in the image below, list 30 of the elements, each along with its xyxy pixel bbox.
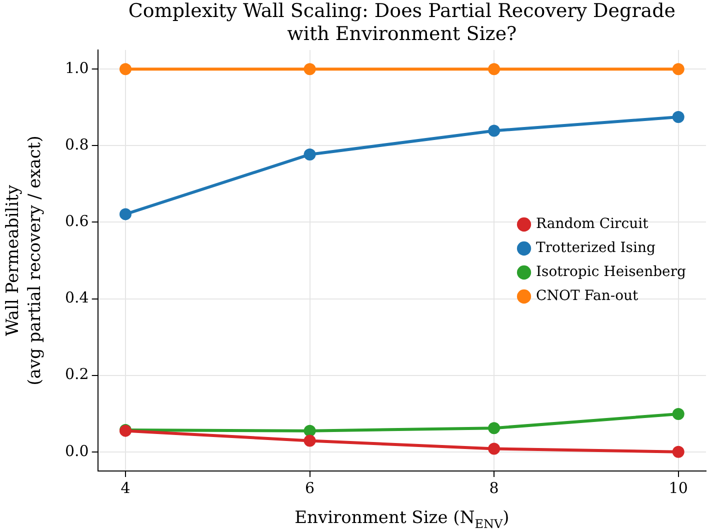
point [672,63,684,76]
point [672,110,684,123]
point [120,208,132,220]
point [304,63,316,76]
chart-title: Complexity Wall Scaling: Does Partial Recovery Degrade with Environment Size? [128,0,676,45]
point [488,422,500,434]
legend-label: Random Circuit [536,216,649,232]
y-tick-label: 1.0 [64,59,89,78]
point [488,442,500,455]
point [672,446,684,458]
point [120,63,132,76]
y-tick-label: 0.6 [64,212,89,230]
point [304,148,316,160]
point [304,434,316,447]
x-tick-label: 6 [305,478,315,497]
legend-label: CNOT Fan-out [536,288,639,304]
point [672,408,684,420]
x-tick-label: 4 [120,478,130,497]
y-axis-title: Wall Permeability (avg partial recovery / exact) [2,136,45,386]
legend-label: Isotropic Heisenberg [536,264,686,280]
x-tick-label: 8 [489,478,499,497]
y-tick-label: 0.2 [64,365,89,384]
x-tick-label: 10 [668,478,688,497]
y-tick-label: 0.4 [64,288,89,307]
y-tick-label: 0.8 [64,136,89,154]
y-tick-label: 0.0 [64,442,89,460]
legend-label: Trotterized Ising [536,240,656,256]
point [488,124,500,137]
point [488,63,500,76]
point [304,424,316,437]
